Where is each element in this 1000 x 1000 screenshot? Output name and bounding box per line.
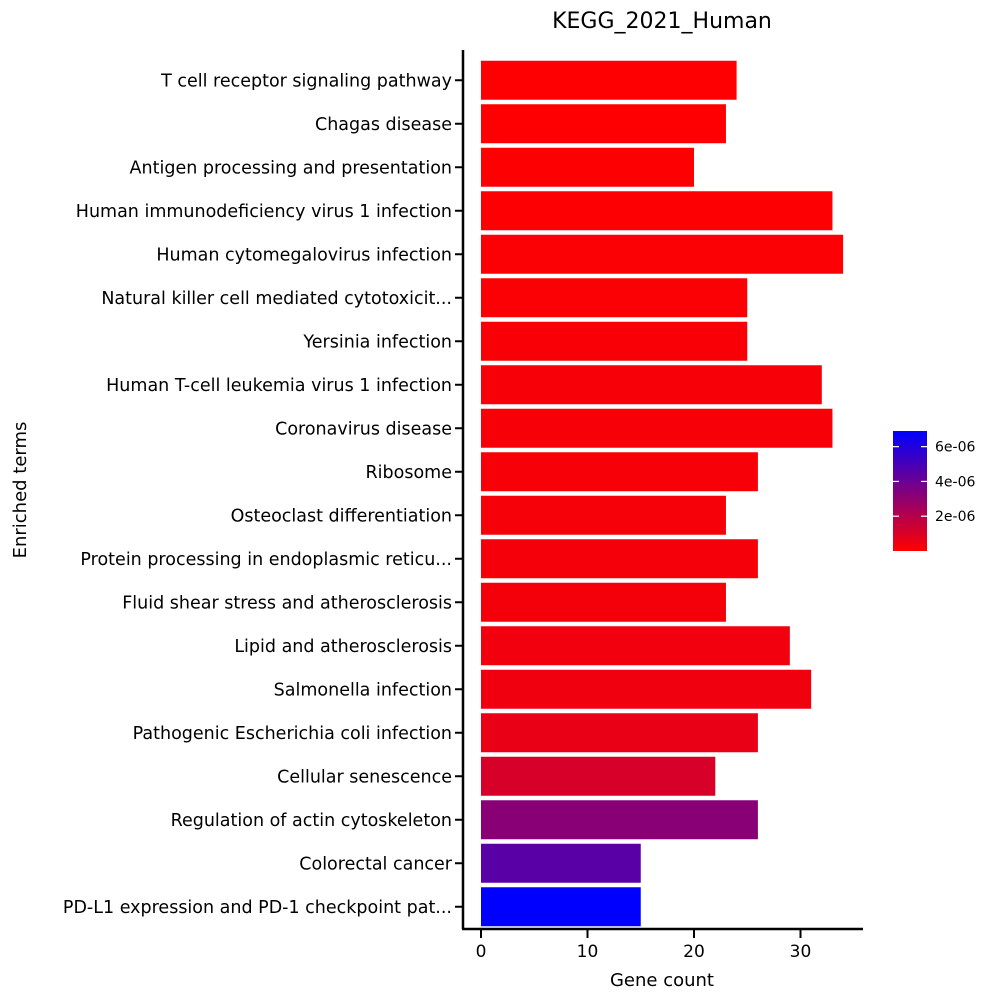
- bar: [481, 408, 833, 448]
- bar: [481, 539, 758, 579]
- bar: [481, 800, 758, 840]
- bar: [481, 60, 737, 100]
- bars-group: [481, 60, 844, 927]
- category-label: Human cytomegalovirus infection: [156, 245, 452, 265]
- bar: [481, 887, 641, 927]
- x-tick-label: 0: [476, 942, 487, 962]
- bar: [481, 191, 833, 231]
- category-label: Osteoclast differentiation: [231, 506, 452, 526]
- bar: [481, 147, 694, 187]
- bar: [481, 843, 641, 883]
- colorbar-ticks-group: 2e-06 4e-06 6e-06: [893, 440, 975, 525]
- category-label: Chagas disease: [315, 115, 452, 135]
- category-label: Human immunodeficiency virus 1 infection: [76, 202, 452, 222]
- colorbar-tick-label: 6e-06: [935, 440, 975, 456]
- bar: [481, 234, 844, 274]
- bar: [481, 321, 748, 361]
- colorbar-tick-label: 2e-06: [935, 509, 975, 525]
- x-tick-label: 10: [577, 942, 599, 962]
- bar: [481, 669, 812, 709]
- category-label: Yersinia infection: [302, 332, 452, 352]
- x-ticks-group: 0 10 20 30: [476, 929, 812, 962]
- category-label: T cell receptor signaling pathway: [160, 71, 452, 91]
- y-axis-label: Enriched terms: [10, 422, 31, 559]
- category-label: Protein processing in endoplasmic reticu…: [80, 550, 452, 570]
- bar: [481, 756, 716, 796]
- category-label: Salmonella infection: [274, 680, 452, 700]
- bar: [481, 452, 758, 492]
- colorbar: [893, 431, 927, 551]
- chart-title: KEGG_2021_Human: [552, 9, 772, 34]
- category-labels-group: T cell receptor signaling pathway Chagas …: [63, 71, 463, 918]
- bar: [481, 104, 726, 144]
- bar: [481, 626, 790, 666]
- category-label: Coronavirus disease: [275, 419, 452, 439]
- category-label: Regulation of actin cytoskeleton: [171, 811, 452, 831]
- category-label: Fluid shear stress and atherosclerosis: [122, 593, 452, 613]
- bar: [481, 278, 748, 318]
- colorbar-tick-label: 4e-06: [935, 474, 975, 490]
- category-label: Lipid and atherosclerosis: [234, 637, 452, 657]
- category-label: PD-L1 expression and PD-1 checkpoint pat…: [63, 898, 452, 918]
- category-label: Cellular senescence: [277, 767, 452, 787]
- bar: [481, 365, 822, 405]
- category-label: Natural killer cell mediated cytotoxicit…: [101, 289, 452, 309]
- category-label: Pathogenic Escherichia coli infection: [133, 724, 452, 744]
- x-tick-label: 30: [790, 942, 812, 962]
- category-label: Colorectal cancer: [299, 854, 453, 874]
- bar: [481, 495, 726, 535]
- bar: [481, 713, 758, 753]
- bar: [481, 582, 726, 622]
- category-label: Ribosome: [366, 463, 452, 483]
- category-label: Antigen processing and presentation: [130, 158, 452, 178]
- x-tick-label: 20: [683, 942, 705, 962]
- x-axis-label: Gene count: [610, 970, 714, 991]
- category-label: Human T-cell leukemia virus 1 infection: [106, 376, 452, 396]
